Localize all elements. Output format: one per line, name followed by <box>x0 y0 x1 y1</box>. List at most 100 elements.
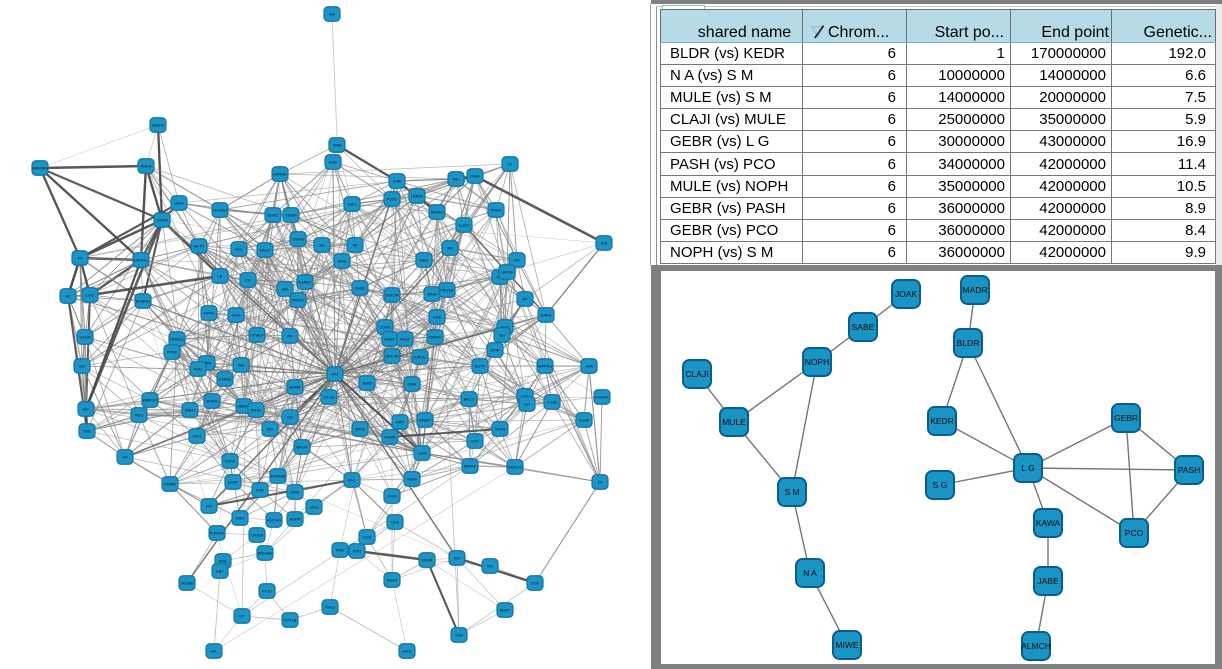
svg-text:FD: FD <box>122 455 127 460</box>
svg-text:DI: DI <box>598 480 602 485</box>
svg-text:BHRS: BHRS <box>206 399 217 404</box>
svg-text:DLB: DLB <box>391 520 399 525</box>
svg-text:MULE: MULE <box>722 417 746 427</box>
svg-text:S M: S M <box>784 487 799 497</box>
svg-text:DF: DF <box>522 297 528 302</box>
svg-text:CJJR: CJJR <box>547 400 557 405</box>
svg-text:LUO: LUO <box>86 293 94 298</box>
svg-text:BKLS: BKLS <box>464 397 475 402</box>
svg-text:UI: UI <box>508 162 512 167</box>
svg-text:NKOA: NKOA <box>296 445 308 450</box>
svg-text:PHL: PHL <box>348 478 357 483</box>
svg-text:KME: KME <box>338 259 347 264</box>
svg-text:MADR: MADR <box>962 285 987 295</box>
svg-text:FD: FD <box>206 504 211 509</box>
svg-text:RIB: RIB <box>601 241 608 246</box>
svg-text:JGRJ: JGRJ <box>387 494 397 499</box>
svg-text:KBIN: KBIN <box>407 477 416 482</box>
svg-text:PASH: PASH <box>1178 465 1201 475</box>
svg-text:NNL: NNL <box>235 247 244 252</box>
svg-text:SABE: SABE <box>852 322 875 332</box>
svg-text:FFJU: FFJU <box>262 589 272 594</box>
svg-text:CLAJI: CLAJI <box>685 369 708 379</box>
svg-text:RDAJ: RDAJ <box>387 578 397 583</box>
svg-text:KGG: KGG <box>403 649 412 654</box>
svg-text:ONBR: ONBR <box>384 435 396 440</box>
svg-text:UT: UT <box>239 614 245 619</box>
svg-text:COR: COR <box>363 535 372 540</box>
svg-text:PE: PE <box>287 334 293 339</box>
svg-text:EAKN: EAKN <box>541 313 552 318</box>
svg-text:RISPU: RISPU <box>292 298 304 303</box>
svg-text:BO: BO <box>487 564 493 569</box>
svg-text:OTG: OTG <box>193 434 202 439</box>
svg-text:NDHW: NDHW <box>152 123 165 128</box>
svg-text:JOWI: JOWI <box>380 325 390 330</box>
svg-text:DTW: DTW <box>490 348 499 353</box>
svg-text:UCK: UCK <box>531 581 540 586</box>
svg-text:PEDI: PEDI <box>400 337 409 342</box>
svg-text:LE: LE <box>218 274 223 279</box>
svg-text:TUAF: TUAF <box>579 418 590 423</box>
svg-text:WBRDO: WBRDO <box>142 398 157 403</box>
svg-text:EBT: EBT <box>216 569 224 574</box>
svg-text:BSMR: BSMR <box>238 404 250 409</box>
svg-text:GRO: GRO <box>347 202 356 207</box>
svg-text:GG: GG <box>79 364 85 369</box>
svg-text:GTK: GTK <box>471 439 480 444</box>
svg-text:ISKO: ISKO <box>325 605 335 610</box>
svg-text:RBKS: RBKS <box>141 164 152 169</box>
svg-text:RNRG: RNRG <box>429 335 441 340</box>
svg-text:BDRJ: BDRJ <box>500 608 510 613</box>
svg-text:KTE: KTE <box>256 488 264 493</box>
svg-text:MWSF: MWSF <box>464 464 477 469</box>
svg-text:AJW: AJW <box>393 179 402 184</box>
svg-text:AOPP: AOPP <box>289 517 300 522</box>
svg-text:MRU: MRU <box>419 258 428 263</box>
svg-text:LLWJ: LLWJ <box>459 223 469 228</box>
svg-text:EJAKD: EJAKD <box>299 280 312 285</box>
svg-text:JKL: JKL <box>211 649 219 654</box>
svg-text:JKCBD: JKCBD <box>180 581 193 586</box>
svg-text:KIRTU: KIRTU <box>414 355 426 360</box>
svg-text:MOU: MOU <box>174 201 183 206</box>
svg-text:FOTLB: FOTLB <box>284 618 297 623</box>
svg-text:GEBR: GEBR <box>1114 413 1138 423</box>
svg-text:RCHNJ: RCHNJ <box>213 208 227 213</box>
svg-text:BLDR: BLDR <box>957 338 980 348</box>
svg-text:PPEF: PPEF <box>167 350 178 355</box>
svg-text:REO: REO <box>135 413 144 418</box>
svg-text:GUN: GUN <box>408 382 417 387</box>
svg-text:OC: OC <box>287 415 293 420</box>
svg-text:MIL: MIL <box>453 177 460 182</box>
svg-text:GU: GU <box>499 333 505 338</box>
svg-text:WSGBF: WSGBF <box>258 551 273 556</box>
svg-text:URHHC: URHHC <box>134 258 149 263</box>
svg-text:AWWMB: AWWMB <box>32 166 48 171</box>
svg-text:KKP: KKP <box>396 420 404 425</box>
svg-text:EKRHE: EKRHE <box>273 172 287 177</box>
svg-text:EE: EE <box>319 243 325 248</box>
svg-text:BWL: BWL <box>219 559 228 564</box>
svg-text:OWA: OWA <box>470 174 480 179</box>
svg-text:TBSM: TBSM <box>285 213 296 218</box>
svg-text:TKSS: TKSS <box>495 427 506 432</box>
svg-text:SIH: SIH <box>447 246 454 251</box>
svg-text:GWE: GWE <box>355 286 365 291</box>
svg-text:SGPM: SGPM <box>156 218 168 223</box>
svg-text:INH: INH <box>238 363 245 368</box>
svg-text:CMRN: CMRN <box>292 237 304 242</box>
svg-text:ABHRJ: ABHRJ <box>430 210 443 215</box>
svg-text:JGA: JGA <box>585 364 593 369</box>
svg-text:AJ: AJ <box>66 294 71 299</box>
svg-text:N A: N A <box>803 568 817 578</box>
svg-text:KADKK: KADKK <box>595 395 609 400</box>
svg-text:GJ: GJ <box>524 402 529 407</box>
svg-text:HN: HN <box>514 258 520 263</box>
svg-text:GA: GA <box>522 394 528 399</box>
svg-text:OPAK: OPAK <box>204 311 215 316</box>
svg-text:UKOS: UKOS <box>501 270 513 275</box>
svg-text:HBN: HBN <box>203 361 212 366</box>
svg-text:TSE: TSE <box>83 429 91 434</box>
svg-text:EA: EA <box>329 12 335 17</box>
